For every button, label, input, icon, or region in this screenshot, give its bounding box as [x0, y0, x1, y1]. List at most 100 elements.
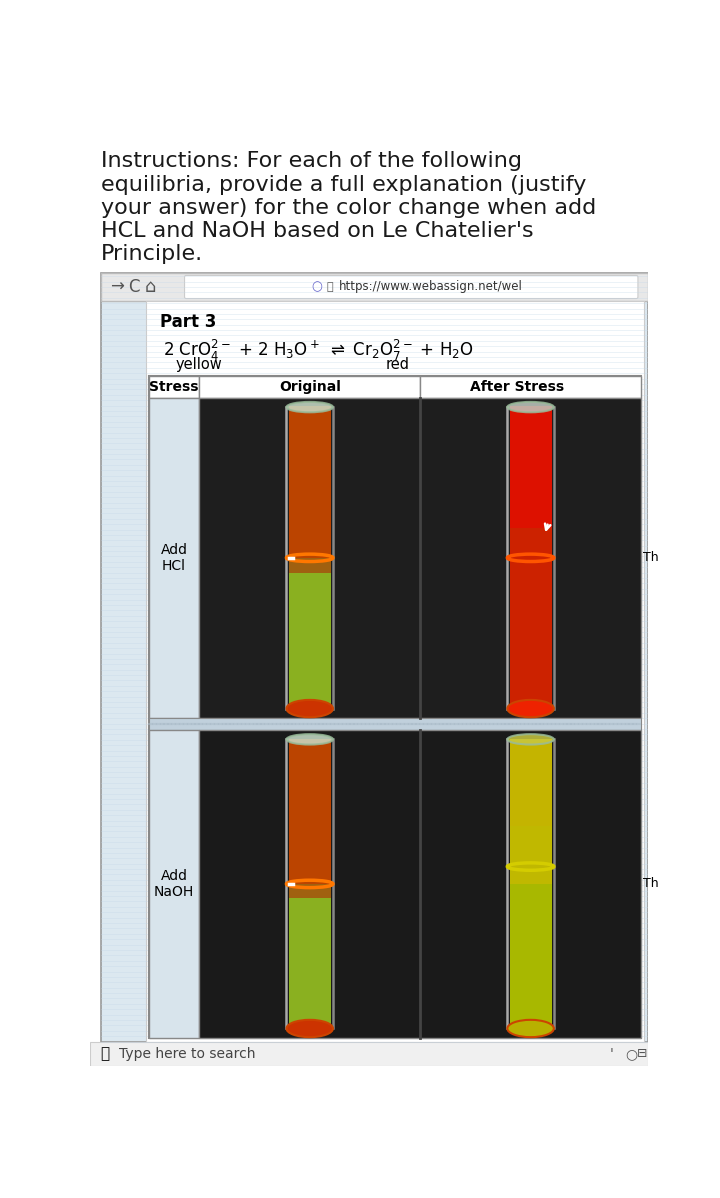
Bar — [510, 587, 552, 593]
Text: Part 3: Part 3 — [160, 313, 216, 331]
Bar — [289, 1023, 330, 1029]
Bar — [289, 688, 330, 694]
Bar — [510, 744, 552, 749]
Bar — [510, 961, 552, 966]
Ellipse shape — [287, 700, 333, 718]
Bar — [149, 398, 199, 718]
Bar — [289, 532, 330, 538]
Bar — [289, 811, 330, 817]
Bar — [289, 502, 330, 508]
Bar — [289, 447, 330, 453]
Bar — [289, 1004, 330, 1009]
Bar — [510, 926, 552, 932]
Bar — [289, 442, 330, 447]
Bar — [289, 672, 330, 678]
Bar — [510, 567, 552, 573]
Text: Add
NaOH: Add NaOH — [154, 869, 194, 898]
Bar — [289, 840, 330, 846]
Bar — [90, 1041, 648, 1066]
Bar — [289, 552, 330, 558]
Bar — [289, 902, 330, 908]
Bar — [289, 951, 330, 956]
Bar — [289, 507, 330, 513]
Text: Instructions: For each of the following: Instructions: For each of the following — [101, 151, 522, 171]
Bar — [510, 970, 552, 975]
Bar — [289, 999, 330, 1004]
Bar — [289, 562, 330, 568]
Bar — [289, 527, 330, 533]
Bar — [510, 897, 552, 903]
Bar — [289, 1009, 330, 1014]
Bar — [510, 1004, 552, 1009]
Bar — [510, 642, 552, 648]
Bar — [289, 940, 330, 946]
Bar — [510, 658, 552, 664]
Bar — [510, 936, 552, 942]
Bar — [510, 683, 552, 689]
Bar — [289, 926, 330, 932]
Bar — [510, 739, 552, 744]
Ellipse shape — [287, 401, 333, 412]
Bar — [289, 612, 330, 618]
Bar — [510, 825, 552, 831]
Bar — [510, 921, 552, 927]
Bar — [510, 678, 552, 683]
Bar — [510, 916, 552, 922]
Bar — [289, 975, 330, 980]
Bar — [289, 472, 330, 478]
Bar — [145, 301, 644, 1041]
Bar — [289, 678, 330, 683]
Bar — [289, 970, 330, 975]
Bar — [510, 456, 552, 462]
Bar — [510, 835, 552, 841]
Bar — [510, 912, 552, 918]
Bar — [289, 497, 330, 502]
Bar — [510, 869, 552, 875]
Bar — [510, 472, 552, 478]
Bar — [289, 893, 330, 898]
Bar — [510, 840, 552, 846]
Bar — [510, 893, 552, 898]
Bar — [510, 537, 552, 543]
Bar — [289, 806, 330, 811]
Bar — [510, 768, 552, 773]
Bar — [289, 956, 330, 961]
Bar — [510, 990, 552, 994]
Text: ○: ○ — [625, 1047, 637, 1061]
Bar — [289, 754, 330, 758]
Bar — [289, 683, 330, 689]
Bar — [510, 864, 552, 870]
Bar — [510, 662, 552, 668]
Bar — [510, 806, 552, 811]
Bar — [289, 647, 330, 653]
Bar — [510, 811, 552, 817]
Bar — [289, 466, 330, 472]
Bar — [510, 758, 552, 763]
Bar — [510, 778, 552, 782]
Bar — [510, 411, 552, 417]
Bar — [510, 854, 552, 860]
Bar — [510, 477, 552, 483]
Bar — [289, 825, 330, 831]
Bar — [289, 633, 330, 639]
Text: 🔍: 🔍 — [100, 1046, 109, 1061]
Bar — [101, 273, 648, 1041]
Bar — [510, 672, 552, 678]
Bar — [510, 491, 552, 497]
Bar — [510, 902, 552, 908]
Bar — [510, 999, 552, 1004]
Text: 🔒: 🔒 — [326, 282, 333, 292]
Text: Original: Original — [279, 380, 341, 394]
Bar — [510, 452, 552, 458]
Bar — [510, 940, 552, 946]
Bar — [510, 552, 552, 558]
FancyBboxPatch shape — [184, 276, 638, 298]
Ellipse shape — [508, 1019, 554, 1037]
Bar — [510, 442, 552, 447]
Bar — [289, 703, 330, 708]
Bar — [510, 703, 552, 708]
Bar — [289, 864, 330, 870]
Bar — [289, 797, 330, 801]
Bar — [289, 816, 330, 822]
Bar — [289, 883, 330, 889]
